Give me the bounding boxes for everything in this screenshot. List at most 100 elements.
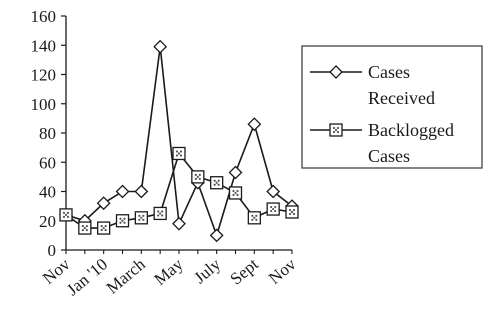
- x-tick-label: May: [150, 254, 186, 289]
- square-marker-dot: [161, 214, 164, 217]
- square-marker-dot: [102, 226, 105, 230]
- square-marker-dot: [251, 214, 254, 217]
- square-marker-dot: [213, 179, 216, 182]
- square-marker-dot: [123, 217, 126, 220]
- legend-box: [301, 45, 483, 169]
- y-tick-label: 60: [39, 153, 56, 172]
- data-point-square: [210, 176, 224, 190]
- square-marker-dot: [138, 214, 141, 217]
- square-marker-dot: [175, 154, 179, 157]
- square-marker-dot: [270, 209, 273, 213]
- data-point-diamond: [96, 196, 111, 211]
- square-marker-dot: [255, 214, 258, 217]
- data-point-diamond: [115, 184, 130, 199]
- square-marker-dot: [292, 208, 296, 212]
- square-marker-dot: [159, 212, 162, 215]
- square-marker-dot: [157, 210, 160, 213]
- square-marker-dot: [66, 215, 70, 218]
- series-1: [59, 39, 299, 243]
- data-point-square: [285, 205, 299, 219]
- square-marker-dot: [215, 181, 218, 184]
- square-marker-dot: [138, 218, 141, 221]
- square-marker-dot: [213, 183, 216, 186]
- y-tick-label: 120: [31, 66, 57, 85]
- y-tick-label: 160: [31, 7, 57, 26]
- legend-diamond-marker: [329, 65, 343, 79]
- square-marker-dot: [194, 173, 197, 176]
- square-marker-dot: [274, 205, 277, 209]
- series-2: [59, 146, 299, 235]
- x-tick-label: Sept: [227, 254, 263, 288]
- data-point-square: [59, 208, 73, 222]
- square-marker-dot: [100, 224, 103, 228]
- data-point-diamond: [247, 117, 262, 132]
- data-point-square: [78, 221, 92, 235]
- x-tick-label: July: [190, 254, 224, 287]
- series-layer: [59, 39, 299, 243]
- square-marker-dot: [196, 175, 199, 178]
- series-line: [65, 46, 293, 238]
- y-axis-ticks: 0 20 40 60 80 100 120 140 160: [31, 7, 66, 260]
- square-marker-dot: [232, 193, 235, 197]
- square-marker-dot: [119, 217, 122, 220]
- square-marker-dot: [179, 154, 183, 157]
- data-point-diamond: [209, 228, 224, 243]
- x-tick-label: Jan '10: [63, 255, 111, 300]
- square-marker-dot: [177, 152, 181, 155]
- square-marker-dot: [142, 214, 145, 217]
- data-point-diamond: [228, 165, 243, 180]
- y-tick-label: 100: [31, 95, 57, 114]
- square-marker-dot: [255, 218, 258, 221]
- data-point-square: [247, 211, 261, 225]
- square-marker-dot: [234, 191, 237, 195]
- square-marker-dot: [272, 207, 275, 211]
- square-marker-dot: [119, 221, 122, 224]
- data-point-diamond: [134, 184, 149, 199]
- square-marker-dot: [140, 216, 143, 219]
- y-tick-label: 140: [31, 36, 57, 55]
- data-point-square: [153, 206, 167, 221]
- square-marker-dot: [236, 193, 239, 197]
- square-marker-dot: [104, 228, 107, 232]
- y-tick-label: 40: [39, 183, 56, 202]
- square-marker-dot: [100, 228, 103, 232]
- data-point-diamond: [172, 216, 186, 231]
- square-marker-dot: [66, 211, 70, 214]
- square-marker-dot: [123, 221, 126, 224]
- square-marker-dot: [288, 208, 292, 212]
- x-tick-label: Nov: [265, 254, 300, 288]
- square-marker-dot: [81, 224, 84, 228]
- square-marker-dot: [157, 214, 160, 217]
- data-point-square: [97, 221, 111, 235]
- square-marker-dot: [290, 210, 294, 214]
- legend-label-backlogged-cases-line2: Cases: [368, 146, 410, 166]
- chart-legend: Cases Received Backlogged Cases: [301, 45, 483, 169]
- data-point-diamond: [266, 184, 281, 199]
- data-point-square: [172, 146, 186, 161]
- square-marker-dot: [121, 219, 124, 222]
- square-marker-dot: [198, 177, 201, 180]
- legend-label-cases-received-line1: Cases: [368, 62, 410, 82]
- square-marker-dot: [253, 216, 256, 219]
- data-point-diamond: [153, 39, 168, 54]
- data-point-square: [191, 170, 205, 184]
- square-marker-dot: [232, 189, 235, 193]
- square-marker-dot: [175, 150, 179, 153]
- square-marker-dot: [251, 218, 254, 221]
- square-marker-dot: [83, 226, 86, 230]
- legend-label-cases-received-line2: Received: [368, 88, 435, 108]
- data-point-square: [134, 211, 148, 225]
- square-marker-dot: [104, 224, 107, 228]
- data-point-square: [228, 186, 243, 200]
- legend-square-marker: [329, 123, 343, 137]
- x-tick-label: March: [103, 254, 150, 297]
- square-marker-dot: [270, 205, 273, 209]
- square-marker-dot: [64, 213, 68, 216]
- square-marker-dot: [194, 177, 197, 180]
- square-marker-dot: [198, 173, 201, 176]
- square-marker-dot: [62, 211, 66, 214]
- legend-label-backlogged-cases-line1: Backlogged: [368, 120, 454, 140]
